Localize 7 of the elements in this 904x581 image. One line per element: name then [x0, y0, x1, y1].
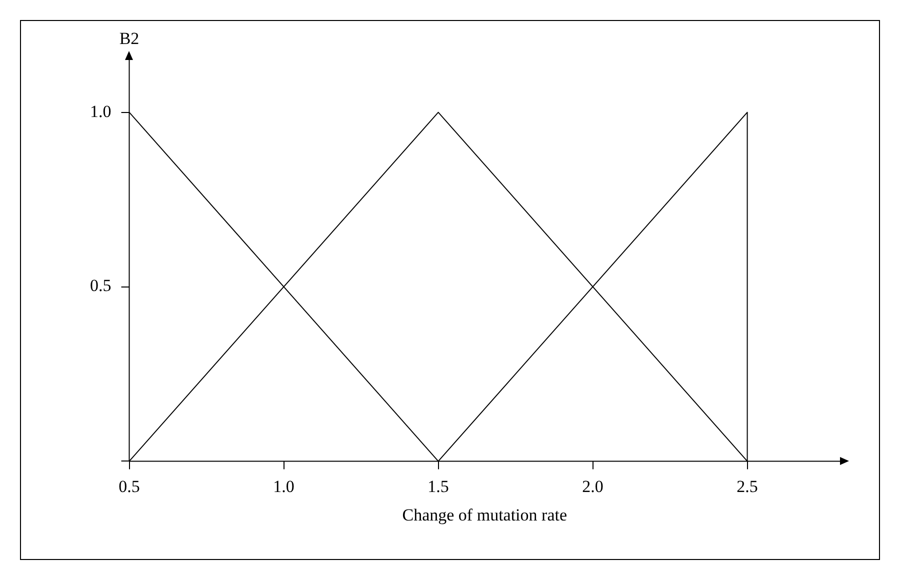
x-tick-label: 1.0 — [273, 476, 294, 496]
x-tick-label: 2.5 — [736, 476, 758, 496]
y-axis-title: B2 — [119, 28, 140, 48]
x-tick-label: 1.5 — [428, 476, 449, 496]
x-axis-title: Change of mutation rate — [402, 505, 568, 524]
x-tick-label: 2.0 — [582, 476, 604, 496]
x-tick-label: 0.5 — [118, 476, 140, 496]
